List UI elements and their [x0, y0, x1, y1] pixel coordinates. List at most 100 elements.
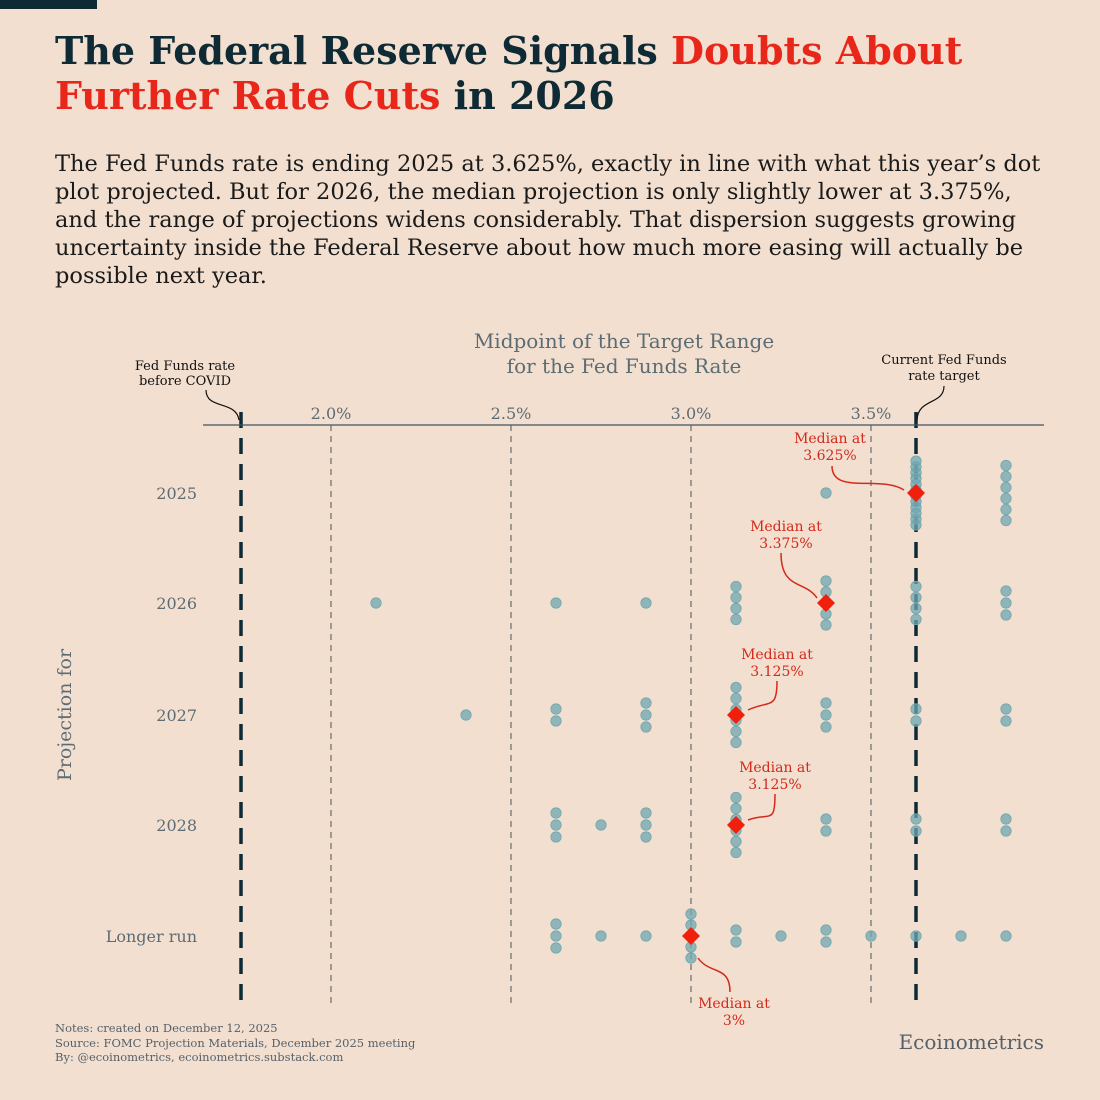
projection-dot — [685, 908, 697, 920]
projection-dot — [595, 819, 607, 831]
median-diamond — [907, 484, 925, 502]
projection-dot — [820, 924, 832, 936]
projection-dot — [595, 930, 607, 942]
median-label-lr-1: Median at — [698, 996, 770, 1012]
projection-dot — [550, 715, 562, 727]
projection-dot — [685, 952, 697, 964]
projection-dot — [910, 602, 922, 615]
projection-dot — [640, 597, 652, 609]
projection-dot — [955, 930, 967, 942]
title-part: in 2026 — [440, 73, 615, 118]
x-tick-label: 2.5% — [491, 404, 532, 423]
x-tick-label: 3.5% — [851, 404, 892, 423]
axis-title-line2: for the Fed Funds Rate — [507, 354, 742, 378]
projection-dot — [910, 580, 922, 593]
median-diamond — [682, 927, 700, 945]
current-arrow — [916, 385, 945, 421]
projection-dot — [1000, 492, 1012, 505]
median-label-lr-2: 3% — [723, 1013, 745, 1029]
projection-dot — [730, 835, 742, 848]
projection-dot — [730, 924, 742, 936]
footnotes: Notes: created on December 12, 2025 Sour… — [55, 1021, 415, 1065]
projection-dot — [1000, 609, 1012, 621]
brand-logo: Ecoinometrics — [898, 1030, 1044, 1054]
subtitle: The Fed Funds rate is ending 2025 at 3.6… — [55, 151, 1041, 289]
projection-dot — [1000, 503, 1012, 516]
axis-title-line1: Midpoint of the Target Range — [474, 329, 774, 353]
projection-dot — [1000, 481, 1012, 494]
median-label-2026-1: Median at — [750, 519, 822, 535]
projection-dot — [550, 819, 562, 831]
projection-dot — [1000, 514, 1012, 527]
projection-dot — [730, 591, 742, 604]
projection-dot — [550, 831, 562, 843]
top-accent-bar — [0, 0, 97, 9]
note-by: By: @ecoinometrics, ecoinometrics.substa… — [55, 1050, 344, 1064]
projection-dot — [550, 918, 562, 930]
projection-dot — [1000, 597, 1012, 609]
projection-dot — [460, 709, 472, 721]
projection-dot — [730, 681, 742, 694]
projection-dot — [550, 807, 562, 819]
projection-dot — [730, 736, 742, 749]
current-label-1: Current Fed Funds — [881, 353, 1006, 368]
projection-dot — [730, 725, 742, 738]
projection-dot — [640, 697, 652, 709]
projection-dot — [730, 613, 742, 626]
projection-dot — [730, 936, 742, 948]
projection-dot — [1000, 703, 1012, 715]
projection-dot — [820, 825, 832, 837]
projection-dot — [820, 487, 832, 499]
projection-dot — [820, 619, 832, 631]
projection-dot — [910, 591, 922, 604]
projection-dot — [910, 519, 922, 531]
median-label-2027-1: Median at — [741, 647, 813, 663]
projection-dot — [910, 813, 922, 825]
note-source: Source: FOMC Projection Materials, Decem… — [55, 1035, 416, 1050]
x-tick-label: 3.0% — [671, 404, 712, 423]
projection-dot — [730, 802, 742, 815]
projection-dot — [1000, 459, 1012, 472]
projection-dot — [820, 721, 832, 733]
median-arrow-2026 — [780, 552, 818, 599]
projection-dot — [910, 703, 922, 715]
row-label: 2025 — [156, 484, 197, 503]
projection-dot — [550, 942, 562, 954]
projection-dot — [730, 791, 742, 804]
note-created: Notes: created on December 12, 2025 — [55, 1021, 278, 1035]
median-diamond — [727, 816, 745, 834]
median-arrow-2027 — [747, 680, 778, 711]
projection-dot — [1000, 825, 1012, 837]
median-label-2027-2: 3.125% — [750, 664, 803, 680]
precovid-arrow — [205, 389, 240, 421]
projection-dot — [640, 831, 652, 843]
median-label-2028-1: Median at — [739, 760, 811, 776]
median-label-2025-2: 3.625% — [803, 448, 856, 464]
projection-dot — [820, 936, 832, 948]
projection-dot — [1000, 470, 1012, 483]
projection-dot — [730, 602, 742, 615]
median-diamond — [727, 706, 745, 724]
projection-dot — [1000, 813, 1012, 825]
projection-dot — [820, 575, 832, 587]
projection-dot — [730, 580, 742, 593]
projection-dot — [820, 697, 832, 709]
projection-dot — [1000, 715, 1012, 727]
projection-dot — [910, 930, 922, 942]
projection-dot — [1000, 585, 1012, 597]
projection-dot — [640, 819, 652, 831]
projection-dot — [640, 721, 652, 733]
projection-dot — [730, 846, 742, 859]
projection-dot — [550, 597, 562, 609]
projection-dot — [370, 597, 382, 609]
title-part: The Federal Reserve Signals — [55, 28, 672, 73]
projection-dot — [640, 709, 652, 721]
row-label: 2027 — [156, 706, 197, 725]
row-label: 2028 — [156, 816, 197, 835]
y-axis-label: Projection for — [54, 648, 76, 781]
projection-dot — [775, 930, 787, 942]
x-tick-label: 2.0% — [311, 404, 352, 423]
median-label-2026-2: 3.375% — [759, 536, 812, 552]
median-arrow-2025 — [831, 465, 905, 491]
